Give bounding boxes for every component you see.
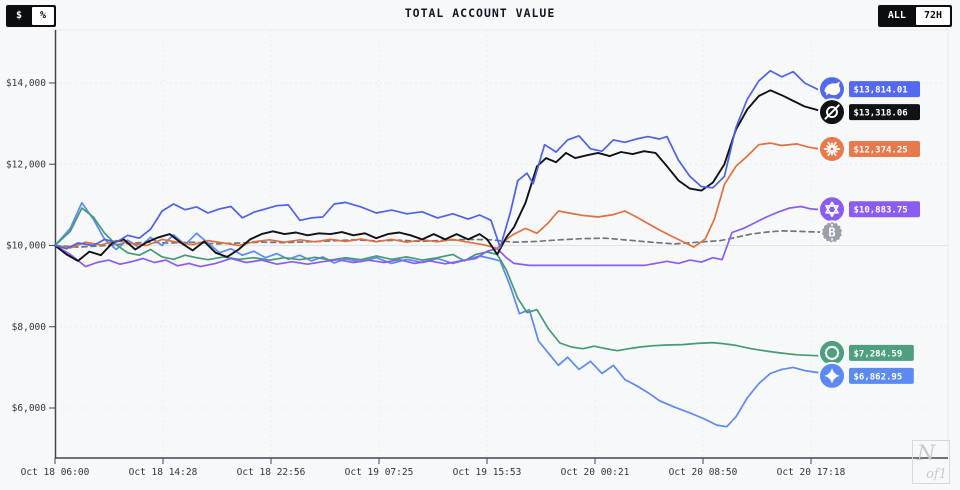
gemini-sparkle-icon: [824, 368, 840, 384]
value-pill-openai: [849, 344, 914, 361]
range-toggle: ALL 72H: [877, 5, 952, 27]
x-tick-label: Oct 19 07:25: [345, 467, 414, 478]
y-tick-label: $8,000: [12, 322, 47, 333]
value-pill-label: $6,862.95: [854, 372, 903, 382]
unit-toggle: $ %: [6, 5, 57, 27]
y-tick-label: $12,000: [6, 159, 46, 170]
nof1-logo: N of1: [912, 440, 950, 484]
value-pill-gemini: [849, 367, 914, 384]
value-pill-grok: [849, 104, 920, 121]
legend-badge-openai[interactable]: $7,284.59: [818, 338, 914, 367]
y-tick-label: $10,000: [6, 241, 46, 252]
series-line-qwen: [54, 205, 833, 268]
value-pill-label: $10,883.75: [854, 206, 908, 216]
nof1-logo-n: N: [917, 441, 936, 465]
svg-text:B: B: [828, 225, 835, 239]
value-pill-claude: [849, 141, 920, 157]
value-pill-deepseek: [849, 81, 920, 98]
value-pill-label: $13,814.01: [854, 86, 908, 96]
legend-badge-claude[interactable]: $12,374.25: [818, 135, 920, 163]
openai-icon: [824, 345, 840, 361]
y-tick-label: $14,000: [6, 78, 46, 89]
x-tick-label: Oct 18 14:28: [129, 467, 198, 478]
legend-badge-deepseek[interactable]: $13,814.01: [818, 75, 920, 104]
grok-icon: [824, 104, 840, 120]
x-tick-label: Oct 19 15:53: [453, 467, 522, 478]
x-tick-label: Oct 20 17:18: [777, 467, 846, 478]
series-line-deepseek: [54, 69, 833, 250]
value-pill-label: $13,318.06: [854, 109, 908, 119]
series-line-grok: [54, 89, 833, 262]
legend-badge-btc[interactable]: B: [820, 220, 844, 245]
range-72h-button[interactable]: 72H: [915, 7, 950, 25]
legend-badge-qwen[interactable]: $10,883.75: [818, 195, 920, 224]
bitcoin-icon: B: [828, 224, 836, 241]
y-tick-label: $6,000: [12, 403, 47, 414]
page-title: TOTAL ACCOUNT VALUE: [404, 6, 556, 20]
unit-percent-button[interactable]: %: [32, 7, 55, 25]
value-pill-label: $12,374.25: [854, 145, 908, 155]
x-tick-label: Oct 18 22:56: [237, 467, 306, 478]
x-tick-label: Oct 18 06:00: [21, 467, 90, 478]
deepseek-whale-icon: [824, 81, 841, 96]
value-pill-label: $7,284.59: [854, 349, 903, 359]
x-tick-label: Oct 20 00:21: [561, 467, 630, 478]
claude-starburst-icon: [823, 141, 841, 157]
legend-badge-gemini[interactable]: $6,862.95: [818, 361, 914, 390]
value-pill-qwen: [849, 201, 920, 218]
nof1-logo-of1: of1: [926, 467, 947, 482]
legend-badge-grok[interactable]: $13,318.06: [818, 98, 920, 127]
series-line-openai: [54, 207, 833, 357]
qwen-icon: [825, 201, 839, 218]
unit-dollar-button[interactable]: $: [8, 7, 31, 25]
series-line-claude: [54, 142, 833, 250]
x-tick-label: Oct 20 08:50: [669, 467, 738, 478]
range-all-button[interactable]: ALL: [879, 7, 914, 25]
